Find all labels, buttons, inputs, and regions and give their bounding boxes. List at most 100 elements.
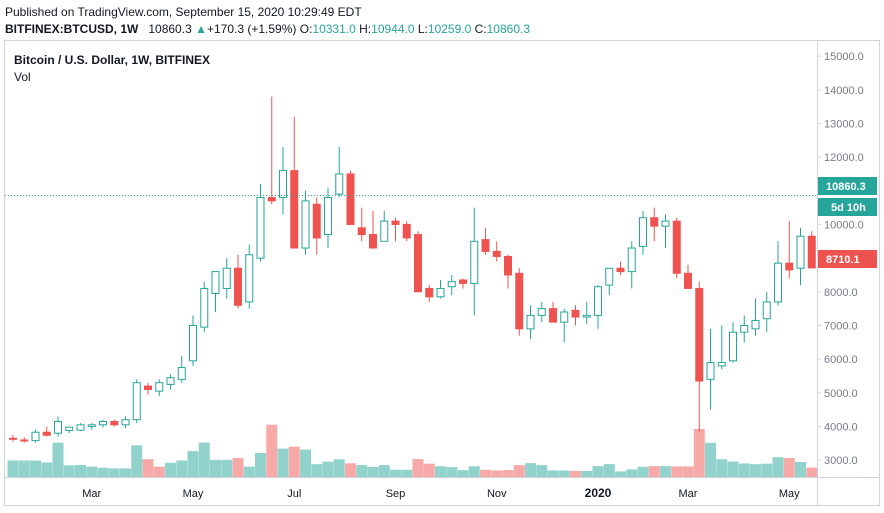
volume-bar xyxy=(716,459,728,477)
candle xyxy=(99,419,107,428)
candle xyxy=(785,221,794,279)
candle xyxy=(717,325,726,370)
candle xyxy=(537,301,546,323)
candle-body xyxy=(279,170,287,199)
volume-bar xyxy=(86,466,98,477)
chart-legend-title: Bitcoin / U.S. Dollar, 1W, BITFINEX xyxy=(14,53,210,67)
candle xyxy=(515,268,524,336)
volume-bar xyxy=(142,459,154,477)
candle xyxy=(582,301,591,324)
x-tick-label: May xyxy=(183,488,204,500)
candle xyxy=(31,429,40,443)
volume-bar xyxy=(243,466,255,477)
candle-body xyxy=(144,385,152,390)
candle-body xyxy=(470,240,479,284)
low-value: 10259.0 xyxy=(427,22,472,36)
volume-bar xyxy=(367,466,379,477)
candle-body xyxy=(504,255,512,276)
candle-body xyxy=(312,203,321,239)
volume-bar xyxy=(806,467,818,477)
volume-bar xyxy=(210,459,221,477)
volume-bar xyxy=(615,471,626,477)
candle-body xyxy=(762,301,771,320)
candle-body xyxy=(369,234,377,249)
open-label: O: xyxy=(299,22,313,36)
volume-bar xyxy=(288,446,300,477)
candle xyxy=(87,423,96,430)
volume-bar xyxy=(648,466,660,477)
volume-bar xyxy=(108,468,120,477)
candle-body xyxy=(751,319,760,330)
volume-bar xyxy=(626,469,638,477)
y-tick-label: 6000.0 xyxy=(824,354,858,366)
candle xyxy=(661,214,670,249)
open-value: 10331.0 xyxy=(312,22,356,36)
candle xyxy=(211,271,220,313)
candle-body xyxy=(245,254,254,303)
volume-bar xyxy=(153,466,165,477)
candle-body xyxy=(616,267,625,273)
candle xyxy=(166,374,175,390)
candle-body xyxy=(76,424,85,431)
candle-body xyxy=(200,287,209,328)
candle xyxy=(672,217,681,279)
candle-body xyxy=(425,287,434,298)
candle-body xyxy=(515,272,524,330)
candle xyxy=(312,197,321,255)
volume-bar xyxy=(120,468,131,477)
secondary-price-tag-text: 8710.1 xyxy=(826,254,860,266)
candle-layer xyxy=(9,96,816,443)
candle xyxy=(76,423,85,432)
candle-body xyxy=(661,220,670,227)
x-tick-label: Mar xyxy=(82,488,101,500)
close-label: C: xyxy=(474,22,487,36)
candle-body xyxy=(222,267,231,289)
candle xyxy=(256,184,265,262)
volume-bar xyxy=(63,465,75,477)
candle xyxy=(132,379,141,424)
volume-bar xyxy=(536,465,548,477)
candle xyxy=(9,434,17,442)
candle-body xyxy=(65,426,74,432)
candle xyxy=(729,322,737,363)
volume-bar xyxy=(322,461,334,477)
volume-bar xyxy=(97,467,109,477)
volume-bar xyxy=(221,459,233,477)
x-tick-label: Nov xyxy=(487,488,507,500)
candle xyxy=(447,274,456,296)
volume-bar xyxy=(671,466,683,477)
candle-body xyxy=(639,217,647,247)
candle xyxy=(245,244,254,309)
candle-body xyxy=(481,239,490,252)
high-value: 10944.0 xyxy=(371,22,415,36)
volume-layer xyxy=(7,424,818,477)
candle-body xyxy=(695,287,704,382)
candle xyxy=(627,241,636,289)
volume-bar xyxy=(30,460,41,477)
candle xyxy=(177,355,186,383)
candle xyxy=(605,267,614,296)
volume-bar xyxy=(75,464,86,477)
candle-body xyxy=(402,223,411,239)
change-arrow-icon: ▲ xyxy=(195,22,207,36)
volume-bar xyxy=(783,458,795,477)
candle xyxy=(594,285,602,329)
time-axis[interactable]: Mar May Jul Sep Nov 2020 Mar May xyxy=(82,486,800,500)
volume-bar xyxy=(345,463,356,477)
volume-bar xyxy=(446,467,458,477)
candle xyxy=(492,241,501,262)
candle-body xyxy=(155,382,164,392)
candle xyxy=(301,190,310,255)
candle xyxy=(65,426,74,434)
volume-bar xyxy=(255,453,266,477)
candle-body xyxy=(594,286,602,316)
volume-bar xyxy=(277,448,289,477)
candle-body xyxy=(211,271,220,294)
candle-body xyxy=(20,439,29,442)
volume-bar xyxy=(232,458,244,477)
candle-body xyxy=(110,420,119,426)
candle-body xyxy=(42,431,51,436)
candle-body xyxy=(234,267,242,306)
volume-bar xyxy=(165,462,176,477)
